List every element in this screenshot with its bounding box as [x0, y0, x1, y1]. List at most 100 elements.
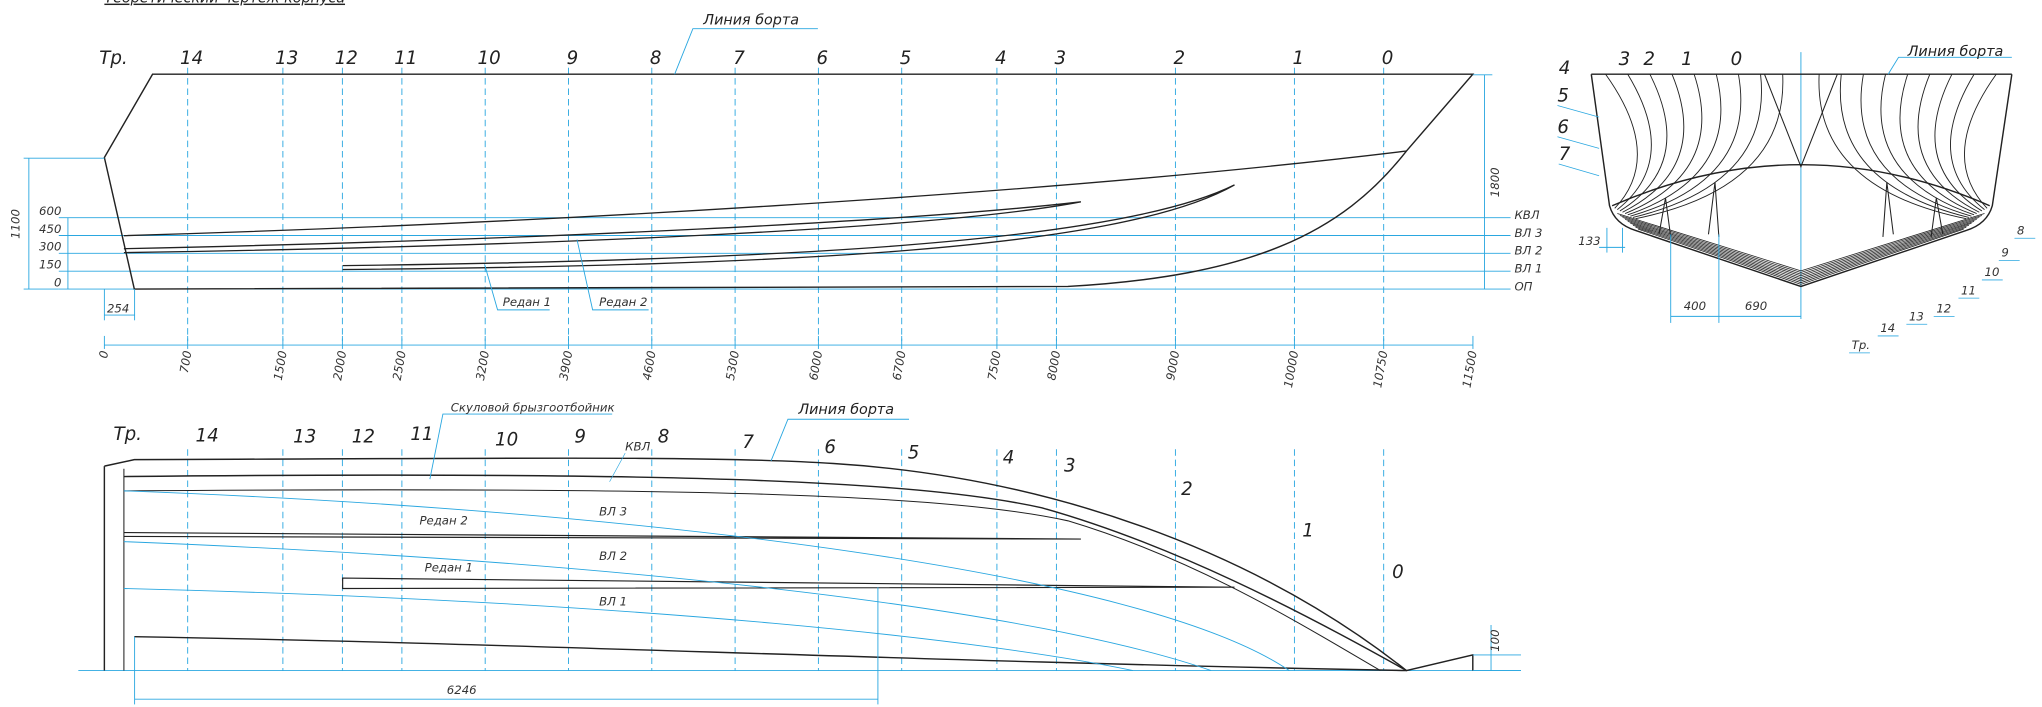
dim-1800-label: 1800 [1488, 167, 1502, 197]
redan-2 [123, 201, 1082, 254]
plan-sheer-label: Линия борта [797, 402, 894, 418]
profile-station-label: 1 [1293, 48, 1305, 69]
body-section [1818, 74, 1967, 220]
plan-bottom [134, 635, 1407, 672]
body-station-label: 11 [1961, 283, 1976, 297]
profile-dim: 10750 [1370, 350, 1390, 389]
chine-rail-label: Скуловой брызгоотбойник [451, 400, 615, 414]
body-station-label: 7 [1559, 144, 1571, 165]
dim-100-label: 100 [1488, 629, 1502, 651]
body-section [1619, 74, 1668, 212]
profile-dim: 2500 [390, 350, 409, 382]
profile-dim: 6700 [890, 350, 909, 382]
dim-690-label: 690 [1745, 299, 1767, 313]
dim-1100-label: 1100 [9, 209, 23, 239]
profile-station-label: 8 [650, 48, 662, 69]
leader [1558, 163, 1600, 177]
dim-400-label: 400 [1684, 299, 1706, 313]
plan-station-label: 8 [658, 427, 670, 448]
profile-dim: 5300 [723, 350, 742, 382]
body-station-label: 4 [1559, 58, 1571, 79]
leader [1557, 105, 1600, 118]
profile-station-label: 11 [394, 48, 417, 69]
plan-waterline [123, 490, 1290, 671]
plan-waterline [123, 541, 1212, 671]
plan-station-label: 3 [1064, 455, 1076, 476]
body-section [1860, 74, 1972, 217]
plan-station-label: 9 [574, 427, 586, 448]
spray-rails [1658, 182, 1944, 238]
profile-dim: 3200 [473, 350, 492, 382]
plan-station-label: 10 [495, 429, 518, 450]
plan-wl2-label: ВЛ 2 [599, 549, 627, 563]
body-station-label: 10 [1984, 265, 1999, 279]
leader [1887, 56, 2012, 75]
leader [770, 418, 910, 462]
plan-station-label: Тр. [113, 424, 142, 445]
plan-station-label: 1 [1302, 520, 1314, 541]
body-section [1880, 74, 1975, 216]
body-bottom [1638, 228, 1964, 285]
profile-station-label: 5 [900, 48, 912, 69]
profile-dim: 8000 [1044, 350, 1063, 382]
profile-station-label: 10 [478, 48, 501, 69]
body-bottom [1622, 217, 1980, 275]
profile-station-label: 12 [335, 48, 358, 69]
profile-dim: 0 [96, 350, 111, 360]
plan-chine [123, 474, 1407, 672]
body-station-label: 1 [1681, 49, 1693, 70]
body-stem [1763, 74, 1838, 169]
profile-dim: 7500 [985, 350, 1004, 382]
dim-254-label: 254 [107, 301, 129, 315]
body-section [1624, 74, 1703, 214]
profile-station-label: 7 [733, 48, 745, 69]
profile-station-label: 2 [1174, 48, 1186, 69]
body-station-label: 3 [1619, 49, 1631, 70]
profile-dim: 10000 [1281, 350, 1301, 389]
plan-station-label: 12 [352, 427, 375, 448]
body-section [1627, 74, 1722, 216]
plan-station-label: 6 [824, 437, 836, 458]
plan-station-label: 7 [742, 432, 754, 453]
profile-dim: 6000 [806, 350, 825, 382]
profile-station-label: 4 [995, 48, 1007, 69]
body-section [1963, 73, 1997, 209]
plan-station-label: 13 [293, 427, 316, 448]
body-section [1934, 74, 1983, 212]
waterline-height: 150 [39, 258, 61, 272]
leader [1557, 136, 1600, 149]
body-station-label: Тр. [1852, 338, 1870, 352]
plan-rail [123, 489, 1381, 671]
plan-redan-2 [123, 531, 1081, 540]
body-station-label: 14 [1880, 321, 1895, 335]
plan-wl3-label: ВЛ 3 [599, 505, 627, 519]
body-section [1605, 73, 1638, 209]
body-sheer-label: Линия борта [1907, 44, 2004, 60]
profile-dim: 9000 [1163, 350, 1182, 382]
plan-waterline [123, 588, 1134, 671]
waterline-name: ВЛ 2 [1514, 244, 1542, 258]
redan-2-label: Редан 2 [599, 295, 647, 309]
profile-station-label: 3 [1055, 48, 1067, 69]
leader [484, 264, 550, 311]
profile-dim: 11500 [1460, 350, 1480, 389]
body-station-label: 6 [1557, 117, 1569, 138]
leader [609, 452, 626, 482]
dim-6246-label: 6246 [447, 683, 477, 697]
chine-line [123, 150, 1407, 237]
leader [674, 28, 818, 75]
drawing-title: Теоретический чертеж корпуса [104, 0, 345, 7]
body-station-label: 0 [1731, 49, 1743, 70]
waterline-height: 300 [39, 240, 61, 254]
kvl-label: КВЛ [625, 440, 650, 454]
body-outline [1590, 73, 2013, 288]
body-station-label: 2 [1643, 49, 1655, 70]
profile-dim: 700 [177, 350, 195, 374]
plan-station-label: 11 [410, 424, 433, 445]
body-station-label: 8 [2017, 223, 2024, 237]
profile-station-label: 14 [180, 48, 203, 69]
body-section [1635, 74, 1784, 220]
body-station-label: 5 [1557, 86, 1569, 107]
sheer-label: Линия борта [702, 13, 799, 29]
